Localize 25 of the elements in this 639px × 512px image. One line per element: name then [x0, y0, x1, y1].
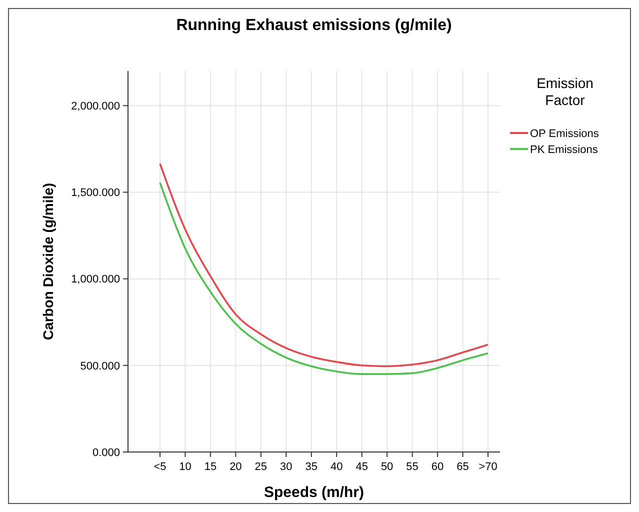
- y-tick-label: 2,000.000: [71, 100, 120, 112]
- legend-label: PK Emissions: [530, 144, 598, 156]
- x-tick-label: >70: [478, 461, 498, 473]
- y-tick-label: 1,000.000: [71, 274, 120, 286]
- x-tick-label: 20: [230, 461, 242, 473]
- y-axis-title: Carbon Dioxide (g/mile): [40, 182, 56, 340]
- x-tick-label: 15: [204, 461, 217, 473]
- x-tick-label: 55: [406, 461, 418, 473]
- legend-label: OP Emissions: [530, 128, 600, 140]
- y-tick-label: 500.000: [80, 360, 120, 372]
- x-tick-label: 35: [305, 461, 318, 473]
- x-tick-label: 45: [356, 461, 368, 473]
- x-axis-title: Speeds (m/hr): [264, 484, 364, 501]
- x-tick-label: 30: [280, 461, 292, 473]
- x-tick-label: 50: [380, 461, 394, 473]
- y-tick-label: 0.000: [92, 446, 120, 459]
- x-tick-label: 25: [254, 461, 268, 473]
- x-tick-label: <5: [154, 461, 166, 473]
- x-tick-label: 10: [179, 461, 192, 473]
- chart-title: Running Exhaust emissions (g/mile): [176, 17, 452, 34]
- y-tick-label: 1,500.000: [71, 187, 120, 200]
- x-tick-label: 40: [330, 461, 343, 473]
- legend-title: Emission Factor: [536, 75, 594, 108]
- x-tick-label: 65: [456, 461, 469, 473]
- x-tick-label: 60: [431, 461, 444, 473]
